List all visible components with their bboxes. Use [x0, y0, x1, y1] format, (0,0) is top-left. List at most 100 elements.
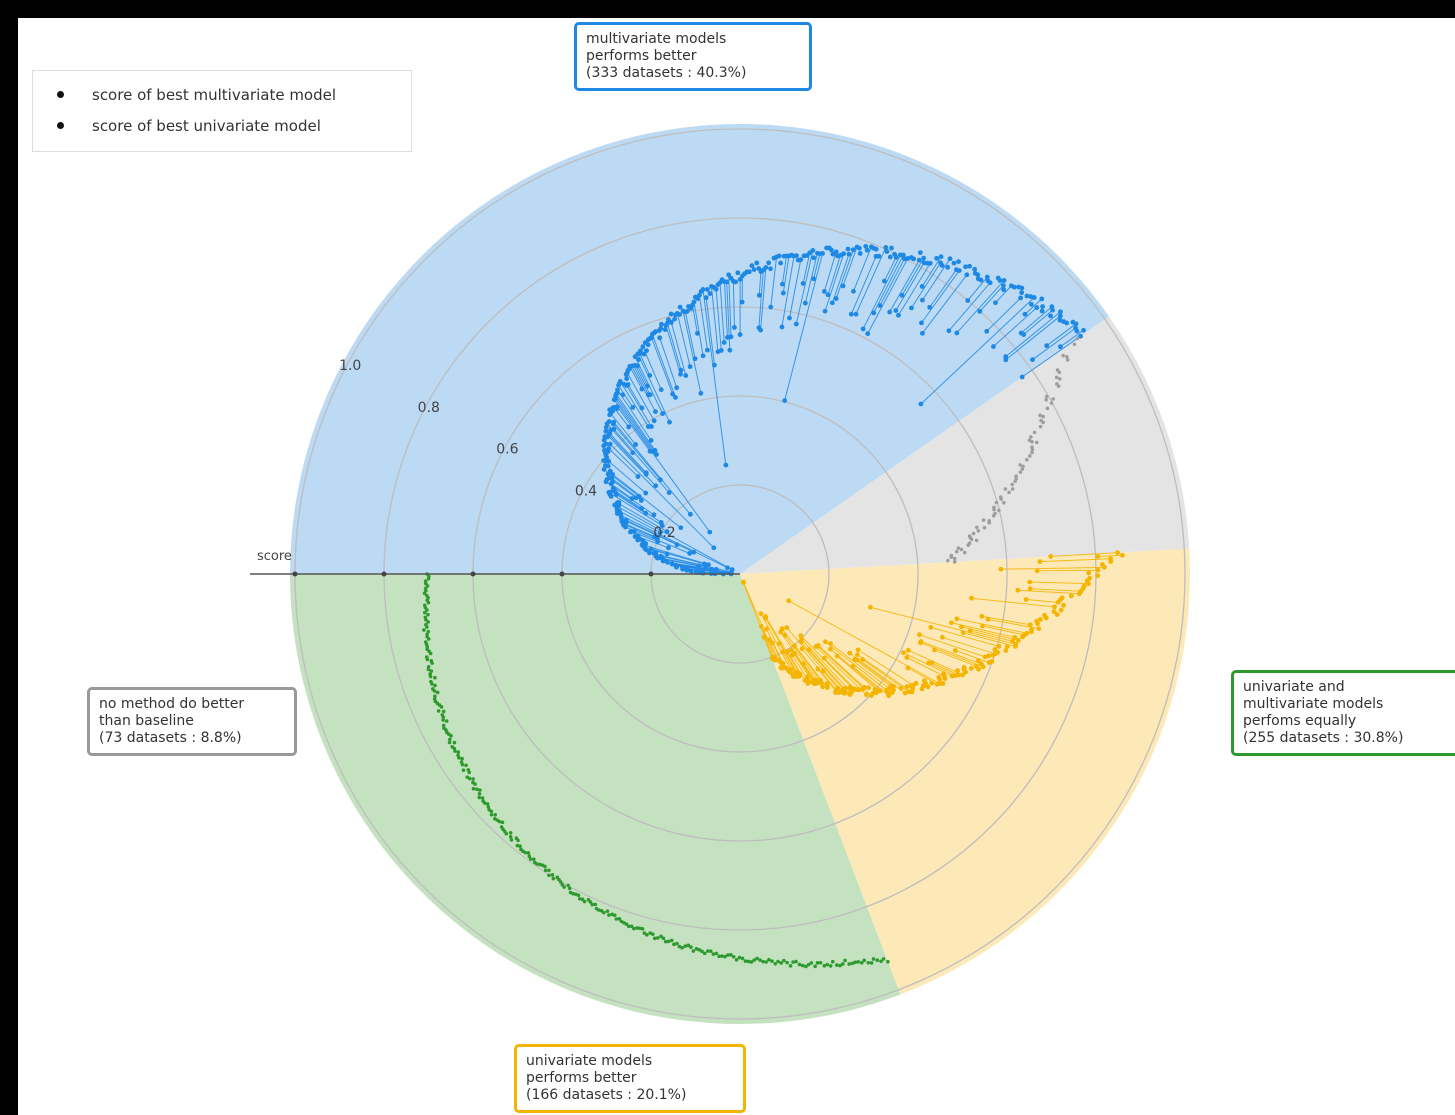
- multivariate-score-point: [661, 936, 666, 941]
- score-gap-line: [702, 289, 727, 466]
- multivariate-score-point: [939, 263, 945, 268]
- score-gap-line: [931, 662, 959, 676]
- multivariate-score-point: [974, 525, 979, 530]
- multivariate-score-point: [423, 579, 428, 583]
- multivariate-score-point: [702, 951, 707, 956]
- univariate-score-point: [991, 344, 996, 349]
- multivariate-score-point: [966, 543, 970, 547]
- multivariate-score-point: [697, 292, 702, 298]
- score-gap-line: [742, 582, 774, 658]
- multivariate-score-point: [1036, 626, 1042, 631]
- multivariate-score-point: [471, 780, 475, 785]
- score-gap-line: [651, 333, 676, 398]
- multivariate-score-point: [911, 256, 917, 262]
- univariate-score-point: [802, 300, 808, 306]
- score-gap-line: [670, 322, 687, 376]
- score-gap-line: [921, 270, 960, 324]
- multivariate-score-point: [761, 959, 765, 964]
- multivariate-score-point: [770, 959, 774, 963]
- multivariate-score-point: [684, 308, 690, 314]
- multivariate-score-point: [606, 419, 612, 424]
- multivariate-score-point: [436, 709, 441, 713]
- univariate-score-point: [954, 330, 960, 336]
- multivariate-score-point: [677, 944, 682, 949]
- score-gap-line: [732, 281, 735, 328]
- univariate-score-point: [727, 347, 733, 353]
- multivariate-score-point: [938, 254, 944, 260]
- univariate-score-point: [711, 545, 717, 551]
- univariate-score-point: [1015, 587, 1021, 593]
- multivariate-score-point: [626, 924, 631, 929]
- univariate-score-point: [786, 598, 792, 604]
- univariate-score-point: [920, 330, 925, 336]
- score-gap-line: [1050, 552, 1118, 557]
- multivariate-score-point: [705, 287, 710, 292]
- multivariate-score-point: [853, 960, 857, 965]
- multivariate-score-point: [841, 251, 847, 257]
- score-gap-line: [781, 255, 795, 328]
- score-gap-line: [956, 618, 1027, 634]
- score-gap-line: [786, 627, 845, 694]
- score-gap-line: [929, 269, 957, 308]
- score-gap-line: [684, 311, 696, 359]
- radial-tick-label: 0.4: [575, 483, 597, 499]
- univariate-score-point: [905, 665, 911, 671]
- multivariate-score-point: [532, 860, 537, 865]
- multivariate-score-point: [574, 892, 578, 897]
- legend-label-multivariate: score of best multivariate model: [92, 85, 337, 104]
- multivariate-score-point: [746, 959, 751, 964]
- multivariate-score-point: [617, 379, 623, 384]
- multivariate-score-point: [435, 690, 440, 695]
- univariate-score-point: [780, 281, 785, 287]
- score-gap-line: [979, 285, 1004, 312]
- score-gap-line: [873, 254, 904, 314]
- multivariate-score-point: [1010, 487, 1015, 491]
- multivariate-score-point: [657, 335, 663, 341]
- multivariate-score-point: [737, 277, 743, 282]
- multivariate-score-point: [1025, 457, 1029, 462]
- univariate-score-point: [1027, 579, 1033, 585]
- multivariate-score-point: [863, 692, 869, 698]
- score-gap-line: [626, 385, 652, 427]
- multivariate-score-point: [1051, 397, 1055, 401]
- score-gap-line: [616, 406, 651, 452]
- multivariate-score-point: [963, 264, 968, 270]
- multivariate-score-point: [974, 538, 979, 543]
- score-gap-line: [617, 502, 668, 533]
- multivariate-score-point: [734, 957, 739, 962]
- multivariate-score-point: [735, 270, 741, 276]
- score-gap-line: [723, 281, 728, 338]
- multivariate-score-point: [543, 868, 548, 873]
- score-gap-line: [608, 448, 639, 477]
- multivariate-score-point: [1041, 414, 1045, 419]
- multivariate-score-point: [723, 954, 727, 959]
- score-gap-line: [967, 276, 988, 301]
- score-gap-line: [758, 271, 762, 296]
- multivariate-score-point: [1041, 420, 1045, 425]
- multivariate-score-point: [480, 796, 485, 800]
- univariate-score-point: [959, 624, 964, 630]
- score-gap-line: [1026, 598, 1059, 603]
- univariate-score-point: [998, 566, 1004, 572]
- multivariate-score-point: [1043, 615, 1049, 621]
- multivariate-score-point: [1012, 634, 1018, 640]
- multivariate-score-point: [683, 944, 688, 948]
- multivariate-score-point: [967, 263, 973, 269]
- score-gap-line: [634, 356, 664, 414]
- multivariate-score-point: [776, 959, 780, 964]
- multivariate-score-point: [615, 387, 620, 393]
- score-gap-line: [639, 353, 651, 376]
- univariate-score-point: [777, 640, 782, 646]
- univariate-score-point: [737, 332, 743, 337]
- legend-label-univariate: score of best univariate model: [92, 116, 321, 135]
- multivariate-score-point: [1039, 308, 1045, 314]
- score-gap-line: [956, 280, 1005, 334]
- score-gap-line: [636, 535, 669, 549]
- multivariate-score-point: [798, 257, 804, 263]
- score-gap-line: [788, 600, 941, 685]
- multivariate-score-point: [959, 547, 964, 552]
- multivariate-score-point: [663, 939, 668, 944]
- score-gap-line: [765, 617, 800, 677]
- score-gap-line: [626, 372, 655, 422]
- score-gap-line: [895, 262, 925, 311]
